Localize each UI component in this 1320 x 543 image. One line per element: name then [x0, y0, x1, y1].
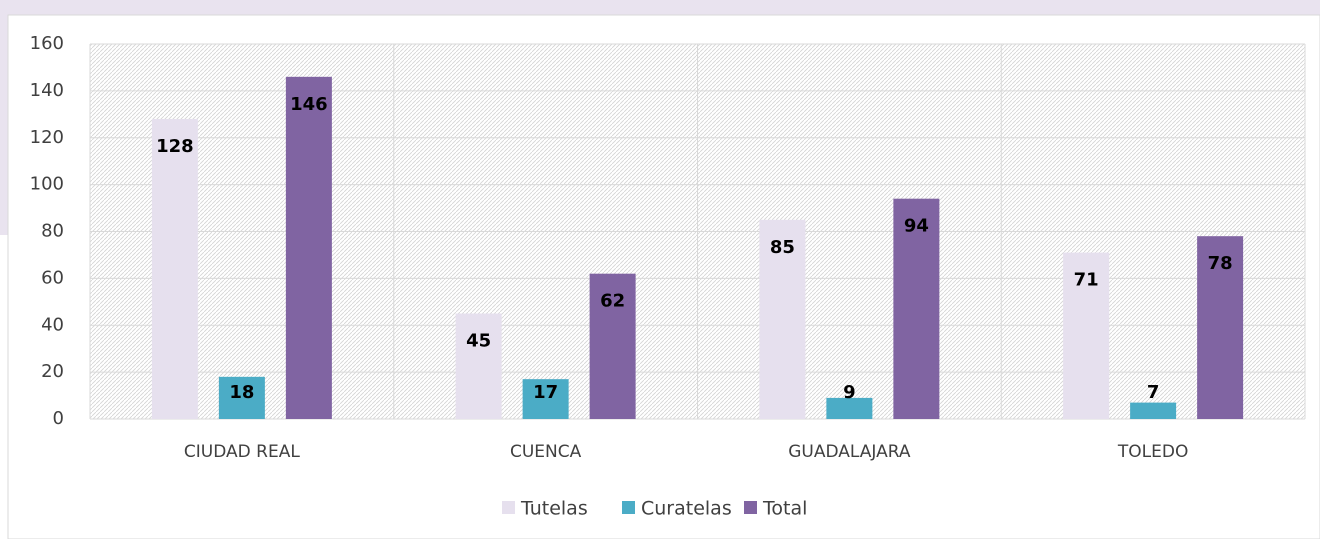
data-label: 128 — [156, 136, 194, 157]
bar — [893, 198, 940, 419]
data-label: 71 — [1074, 270, 1099, 291]
legend-swatch — [622, 501, 635, 514]
legend-label: Tutelas — [520, 498, 588, 520]
bar — [151, 119, 198, 419]
data-label: 94 — [904, 216, 929, 237]
y-tick-label: 160 — [30, 33, 64, 54]
y-tick-label: 100 — [30, 174, 64, 195]
bar — [218, 376, 265, 419]
data-label: 7 — [1147, 382, 1160, 403]
legend-label: Total — [762, 498, 807, 520]
data-label: 45 — [466, 331, 491, 352]
y-tick-label: 20 — [41, 361, 64, 382]
data-label: 18 — [229, 382, 254, 403]
x-tick-label: GUADALAJARA — [788, 442, 911, 462]
legend-swatch — [502, 501, 515, 514]
data-label: 17 — [533, 382, 558, 403]
data-label: 146 — [290, 94, 328, 115]
y-tick-label: 120 — [30, 127, 64, 148]
bar — [826, 397, 873, 419]
legend-label: Curatelas — [641, 498, 732, 520]
side-band — [0, 0, 8, 235]
top-band — [0, 0, 1320, 15]
data-label: 62 — [600, 291, 625, 312]
bar — [759, 219, 806, 419]
bar — [589, 273, 636, 419]
y-tick-label: 40 — [41, 314, 64, 335]
data-label: 9 — [843, 382, 856, 403]
bar — [1197, 236, 1244, 419]
bar — [1130, 402, 1177, 419]
x-tick-label: TOLEDO — [1117, 442, 1188, 462]
data-label: 85 — [770, 237, 795, 258]
x-tick-label: CUENCA — [510, 442, 582, 462]
y-tick-label: 80 — [41, 221, 64, 242]
y-tick-label: 0 — [53, 408, 64, 429]
data-label: 78 — [1208, 253, 1233, 274]
bar — [285, 76, 332, 419]
y-tick-label: 60 — [41, 267, 64, 288]
legend-swatch — [744, 501, 757, 514]
x-tick-label: CIUDAD REAL — [184, 442, 300, 462]
y-tick-label: 140 — [30, 80, 64, 101]
bar — [522, 379, 569, 419]
bar — [455, 313, 502, 419]
bar — [1063, 252, 1110, 419]
